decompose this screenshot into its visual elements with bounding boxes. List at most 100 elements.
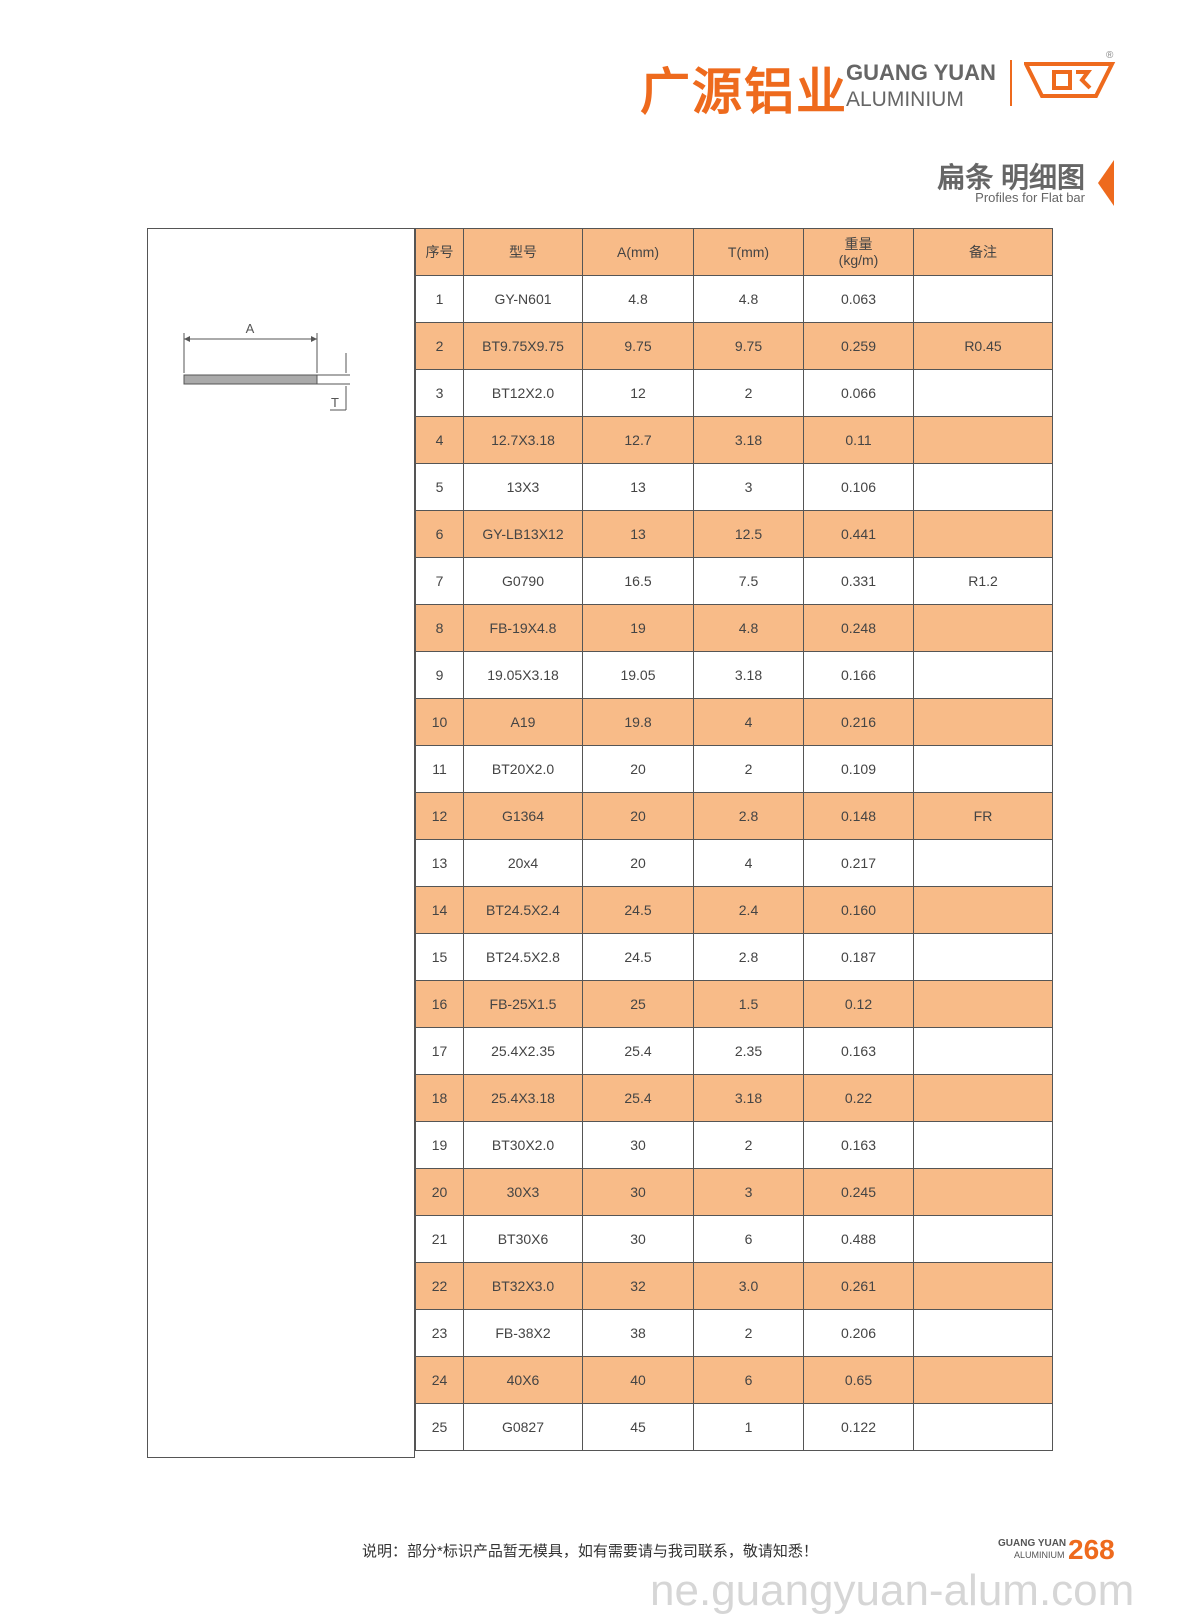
header-cell: A(mm) <box>582 228 694 276</box>
table-cell: R1.2 <box>913 557 1053 605</box>
table-cell <box>913 839 1053 887</box>
table-cell: 24.5 <box>582 886 694 934</box>
table-cell: BT12X2.0 <box>463 369 583 417</box>
table-cell: 20 <box>415 1168 464 1216</box>
table-cell: 25.4 <box>582 1074 694 1122</box>
header-cell: 重量 (kg/m) <box>803 228 914 276</box>
table-cell: 30X3 <box>463 1168 583 1216</box>
table-cell <box>913 698 1053 746</box>
table-row: 25 G0827 45 1 0.122 <box>415 1403 1053 1451</box>
table-cell: 2 <box>693 1309 804 1357</box>
table-cell: 7.5 <box>693 557 804 605</box>
table-cell: 1 <box>693 1403 804 1451</box>
table-cell: 45 <box>582 1403 694 1451</box>
header-text: 重量 <box>844 236 873 252</box>
footer-brand: GUANG YUAN <box>998 1538 1067 1549</box>
header-cell: 备注 <box>913 228 1053 276</box>
table-cell: 0.106 <box>803 463 914 511</box>
table-cell: 4 <box>693 698 804 746</box>
table-cell: 6 <box>693 1356 804 1404</box>
table-cell: 3.18 <box>693 651 804 699</box>
table-cell: BT30X6 <box>463 1215 583 1263</box>
table-cell: G0827 <box>463 1403 583 1451</box>
table-cell: 1.5 <box>693 980 804 1028</box>
table-cell: G0790 <box>463 557 583 605</box>
header-row: 序号 型号 A(mm) T(mm) 重量 (kg/m) 备注 <box>415 228 1053 276</box>
table-row: 1 GY-N601 4.8 4.8 0.063 <box>415 275 1053 323</box>
table-cell: 16.5 <box>582 557 694 605</box>
table-cell: 25.4 <box>582 1027 694 1075</box>
table-cell: 19.8 <box>582 698 694 746</box>
table-cell: FR <box>913 792 1053 840</box>
table-row: 6 GY-LB13X12 13 12.5 0.441 <box>415 510 1053 558</box>
table-cell <box>913 1309 1053 1357</box>
table-cell: 0.163 <box>803 1027 914 1075</box>
table-cell: 25 <box>415 1403 464 1451</box>
table-cell: 19 <box>582 604 694 652</box>
table-cell: 23 <box>415 1309 464 1357</box>
table-cell: 20 <box>582 839 694 887</box>
table-cell: 4.8 <box>693 275 804 323</box>
table-cell <box>913 980 1053 1028</box>
table-cell: 2 <box>693 369 804 417</box>
table-cell: 0.11 <box>803 416 914 464</box>
table-cell: GY-LB13X12 <box>463 510 583 558</box>
divider <box>1010 60 1012 106</box>
table-cell: 0.187 <box>803 933 914 981</box>
table-cell <box>913 416 1053 464</box>
header-cell: 序号 <box>415 228 464 276</box>
table-cell: 2.8 <box>693 933 804 981</box>
table-cell: 3.18 <box>693 416 804 464</box>
table-cell: 0.160 <box>803 886 914 934</box>
flat-bar-diagram: A T <box>183 321 350 411</box>
table-cell: 4.8 <box>582 275 694 323</box>
table-row: 11 BT20X2.0 20 2 0.109 <box>415 745 1053 793</box>
table-cell <box>913 604 1053 652</box>
table-row: 16 FB-25X1.5 25 1.5 0.12 <box>415 980 1053 1028</box>
table-cell: 8 <box>415 604 464 652</box>
table-cell: GY-N601 <box>463 275 583 323</box>
table-cell: 13 <box>415 839 464 887</box>
table-cell <box>913 1074 1053 1122</box>
table-cell: 3.0 <box>693 1262 804 1310</box>
logo-en: ALUMINIUM <box>846 88 964 111</box>
table-cell <box>913 886 1053 934</box>
table-row: 24 40X6 40 6 0.65 <box>415 1356 1053 1404</box>
table-cell <box>913 651 1053 699</box>
table-cell: 40 <box>582 1356 694 1404</box>
table-cell: 12.7X3.18 <box>463 416 583 464</box>
table-cell: 0.063 <box>803 275 914 323</box>
table-cell: 0.441 <box>803 510 914 558</box>
table-cell: 30 <box>582 1121 694 1169</box>
dimension-label: T <box>331 395 339 410</box>
table-cell: 24 <box>415 1356 464 1404</box>
logo-mark <box>1024 62 1116 98</box>
table-row: 22 BT32X3.0 32 3.0 0.261 <box>415 1262 1053 1310</box>
table-cell: 25.4X2.35 <box>463 1027 583 1075</box>
table-cell: 15 <box>415 933 464 981</box>
page-number: 268 <box>1068 1534 1115 1565</box>
table-row: 3 BT12X2.0 12 2 0.066 <box>415 369 1053 417</box>
table-cell <box>913 1215 1053 1263</box>
table-cell: 3 <box>693 1168 804 1216</box>
table-cell: BT9.75X9.75 <box>463 322 583 370</box>
spec-table: 序号 型号 A(mm) T(mm) 重量 (kg/m) 备注 1 GY-N601 4.8 4.8 0.… <box>415 228 1053 1451</box>
table-row: 4 12.7X3.18 12.7 3.18 0.11 <box>415 416 1053 464</box>
table-cell: 17 <box>415 1027 464 1075</box>
table-cell: 1 <box>415 275 464 323</box>
table-cell: 5 <box>415 463 464 511</box>
table-cell <box>913 463 1053 511</box>
table-row: 7 G0790 16.5 7.5 0.331 R1.2 <box>415 557 1053 605</box>
table-cell: 20 <box>582 745 694 793</box>
table-row: 10 A19 19.8 4 0.216 <box>415 698 1053 746</box>
table-cell <box>913 369 1053 417</box>
table-cell: A19 <box>463 698 583 746</box>
table-cell <box>913 1356 1053 1404</box>
table-cell: 13 <box>582 463 694 511</box>
table-cell: 4 <box>693 839 804 887</box>
section-subtitle: Profiles for Flat bar <box>975 190 1085 205</box>
table-cell: 0.109 <box>803 745 914 793</box>
table-cell <box>913 745 1053 793</box>
table-row: 20 30X3 30 3 0.245 <box>415 1168 1053 1216</box>
